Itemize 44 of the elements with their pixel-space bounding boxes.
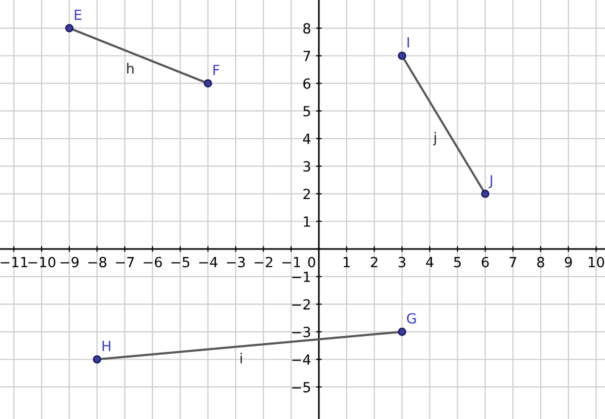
x-tick-label: 5 <box>454 257 461 268</box>
y-tick-label: 7 <box>304 50 310 62</box>
x-tick-label: 9 <box>564 256 572 268</box>
x-tick-label: −6 <box>144 256 162 268</box>
annotation: F <box>213 64 220 76</box>
series-label: i <box>240 352 242 364</box>
x-tick-label: 8 <box>537 256 544 268</box>
y-tick-label: −5 <box>292 382 310 392</box>
annotation: I <box>408 37 409 48</box>
series-label: j <box>433 132 436 146</box>
x-tick-label: 3 <box>398 256 406 268</box>
y-tick-label: −1 <box>292 272 310 282</box>
y-tick-label: 5 <box>303 106 310 116</box>
y-tick-label: 8 <box>303 23 310 34</box>
x-tick-label: 6 <box>482 256 489 268</box>
y-tick-label: 2 <box>303 188 310 200</box>
x-tick-label: −5 <box>171 257 190 268</box>
x-tick-label: −11 <box>0 257 28 268</box>
x-tick-label: 4 <box>426 257 434 268</box>
series-label: h <box>127 62 134 74</box>
x-tick-label: −1 <box>282 257 300 268</box>
y-tick-label: 4 <box>303 134 310 144</box>
annotation: H <box>102 340 110 352</box>
x-tick-label: −10 <box>28 256 56 268</box>
x-tick-label: 2 <box>370 256 378 268</box>
x-tick-label: 7 <box>510 257 516 268</box>
x-tick-label: −9 <box>60 256 79 268</box>
x-tick-label: −7 <box>116 257 134 268</box>
x-tick-label: 1 <box>344 257 350 268</box>
x-tick-label: 10 <box>588 256 604 268</box>
x-tick-label: −4 <box>199 257 218 268</box>
x-tick-label: −2 <box>254 256 272 268</box>
annotation: J <box>488 175 492 188</box>
y-tick-label: −4 <box>292 354 310 365</box>
y-tick-label: −2 <box>292 299 310 310</box>
y-tick-label: −3 <box>292 326 310 338</box>
x-tick-label: 0 <box>308 256 316 268</box>
annotation: E <box>74 10 82 20</box>
y-tick-label: 1 <box>304 216 310 227</box>
y-tick-label: 6 <box>303 78 310 89</box>
x-tick-label: −8 <box>88 256 106 268</box>
y-tick-label: 3 <box>303 161 310 172</box>
annotation: G <box>406 313 416 324</box>
x-tick-label: −3 <box>226 256 245 268</box>
